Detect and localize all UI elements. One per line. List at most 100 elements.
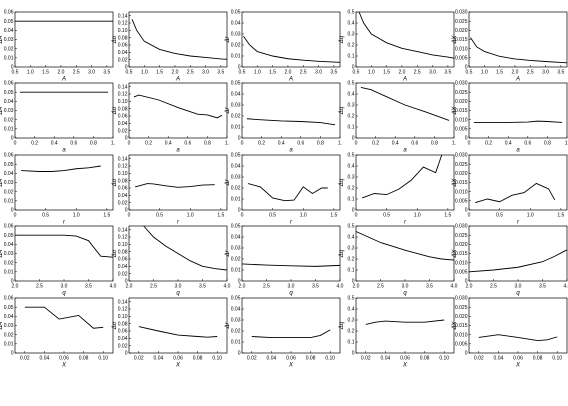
- x-tick-label: 0.08: [533, 356, 543, 362]
- series-line: [470, 37, 568, 64]
- y-tick-label: 0.3: [348, 246, 355, 252]
- y-tick-label: 0: [11, 65, 14, 71]
- x-tick-label: 2.5: [36, 284, 43, 290]
- x-tick-label: 2.5: [377, 284, 384, 290]
- y-tick-label: 0.08: [118, 35, 128, 41]
- y-tick-label: 0.03: [4, 180, 14, 186]
- x-tick-label: 3.0: [402, 284, 409, 290]
- plot-frame: [241, 82, 341, 139]
- plot-frame: [241, 225, 341, 282]
- x-tick-label: 3.0: [515, 284, 522, 290]
- y-tick-label: 0.05: [231, 296, 241, 302]
- x-tick-label: 1.5: [557, 213, 564, 219]
- y-tick-label: 0.03: [231, 318, 241, 324]
- y-tick-label: 0.06: [4, 224, 14, 230]
- x-tick-label: 0.04: [494, 356, 504, 362]
- y-tick-label: 0.005: [455, 127, 468, 133]
- x-tick-label: 1.: [338, 141, 342, 147]
- y-tick-label: 0.08: [118, 106, 128, 112]
- y-tick-label: 0.02: [4, 117, 14, 123]
- y-tick-label: 0.025: [455, 90, 468, 96]
- plot-frame: [128, 82, 228, 139]
- x-tick-label: 1.0: [73, 213, 80, 219]
- series-line: [21, 165, 101, 172]
- x-tick-label: 2.5: [150, 284, 157, 290]
- y-tick-label: 0.2: [348, 114, 355, 120]
- y-tick-label: 0.4: [348, 92, 355, 98]
- y-tick-label: 0.01: [231, 340, 241, 346]
- x-tick-label: 0.10: [98, 356, 108, 362]
- y-tick-label: 0.10: [118, 99, 128, 105]
- y-tick-label: 0.03: [4, 108, 14, 114]
- y-tick-label: 0.12: [118, 21, 128, 27]
- x-tick-label: 1.5: [156, 70, 163, 76]
- x-tick-label: 3.5: [330, 70, 337, 76]
- x-tick-label: 1.0: [141, 70, 148, 76]
- series-line: [360, 86, 450, 121]
- subplot-1-1: 0 0.01 0.02 0.03 0.04 0.05 0.06 0.5 1.0 1.5 2.0 2.5…: [0, 10, 114, 83]
- x-tick-label: 3.5: [217, 70, 224, 76]
- x-tick-label: 0.8: [317, 141, 324, 147]
- y-tick-label: 0.030: [455, 81, 468, 87]
- y-axis-label: ΔX: [452, 177, 458, 187]
- y-tick-label: 0.06: [4, 10, 14, 16]
- x-tick-label: 2.0: [239, 284, 246, 290]
- y-axis-label: Δr: [225, 35, 231, 43]
- y-tick-label: 0.02: [4, 332, 14, 338]
- x-axis-label: X: [175, 363, 181, 369]
- y-tick-label: 0.4: [348, 307, 355, 313]
- x-tick-label: 0.8: [431, 141, 438, 147]
- x-axis-label: r: [177, 220, 180, 226]
- series-line: [355, 231, 455, 261]
- x-axis-label: A: [515, 77, 520, 83]
- y-tick-label: 0.06: [118, 114, 128, 120]
- x-tick-label: 3.0: [288, 284, 295, 290]
- subplot-4-2: 0 0.020.040.06 0.080.100.12 0.14 2.0 2.5 3.0 3.…: [112, 225, 231, 297]
- y-tick-label: 0: [125, 279, 128, 285]
- subplot-5-4: 0 0.1 0.2 0.3 0.4 0.5 0.02 0.04 0.06 0.08 0.10 X Δq: [339, 296, 455, 369]
- plot-frame: [355, 297, 455, 354]
- x-tick-label: 0.02: [361, 356, 371, 362]
- y-tick-label: 0.04: [118, 193, 128, 199]
- y-tick-label: 0.020: [455, 171, 468, 177]
- x-axis-label: a: [403, 148, 407, 154]
- y-tick-label: 0.2: [348, 329, 355, 335]
- y-tick-label: 0.5: [348, 153, 355, 159]
- y-axis-label: Δα: [112, 321, 118, 330]
- y-tick-label: 0.015: [455, 37, 468, 43]
- x-tick-label: 1.5: [444, 213, 451, 219]
- x-tick-label: 0.4: [278, 141, 285, 147]
- x-tick-label: 0.2: [372, 141, 379, 147]
- y-tick-label: 0.01: [4, 342, 14, 348]
- y-tick-label: 0.1: [348, 340, 355, 346]
- series-line: [243, 35, 341, 63]
- subplot-4-4: 0 0.1 0.2 0.3 0.4 0.5 2.0 2.5 3.0 3.5 4.0 q Δq: [339, 224, 458, 297]
- x-tick-label: 2.5: [73, 70, 80, 76]
- y-tick-label: 0.02: [118, 57, 128, 63]
- x-tick-label: 4.0: [564, 284, 568, 290]
- series-line: [135, 183, 215, 188]
- plot-frame: [128, 11, 228, 68]
- x-axis-label: a: [176, 148, 180, 154]
- x-tick-label: 4.0: [224, 284, 231, 290]
- y-tick-label: 0.06: [118, 329, 128, 335]
- plot-frame: [468, 225, 568, 282]
- x-tick-label: 3.0: [61, 284, 68, 290]
- y-tick-label: 0.025: [455, 233, 468, 239]
- x-tick-label: 2.0: [398, 70, 405, 76]
- subplot-4-3: 0 0.01 0.02 0.03 0.04 0.05 2.0 2.5 3.0 3.5 4.0 q Δr: [225, 224, 344, 297]
- y-tick-label: 0.04: [118, 264, 128, 270]
- plot-frame: [468, 11, 568, 68]
- y-tick-label: 0.04: [4, 28, 14, 34]
- x-axis-label: X: [402, 363, 408, 369]
- x-tick-label: 3.5: [103, 70, 110, 76]
- y-tick-label: 0.03: [4, 37, 14, 43]
- x-tick-label: 0.02: [20, 356, 30, 362]
- y-tick-label: 0.06: [118, 186, 128, 192]
- x-tick-label: 0: [468, 141, 471, 147]
- y-tick-label: 0.04: [231, 21, 241, 27]
- y-tick-label: 0: [125, 136, 128, 142]
- y-tick-label: 0.04: [4, 99, 14, 105]
- x-tick-label: 1.: [225, 141, 229, 147]
- y-tick-label: 0.01: [231, 125, 241, 131]
